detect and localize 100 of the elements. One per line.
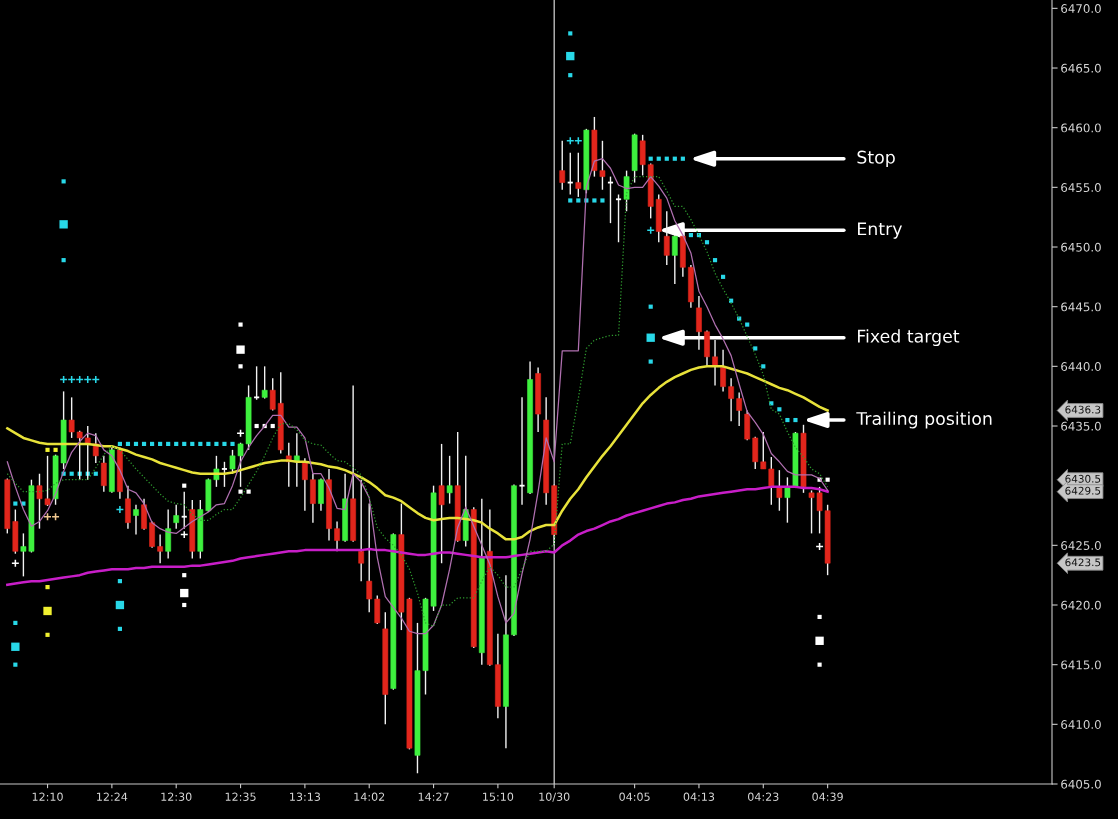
- candlestick: [784, 476, 791, 524]
- y-tick-label: 6450.0: [1061, 242, 1101, 252]
- point: [125, 441, 131, 446]
- candlestick: [518, 396, 526, 506]
- candlestick: [559, 140, 566, 191]
- point: [133, 441, 139, 446]
- point: [238, 489, 243, 494]
- candlestick: [728, 377, 734, 422]
- x-tick-label: 04:23: [748, 792, 779, 801]
- point: [246, 489, 251, 494]
- candlestick: [358, 479, 365, 582]
- candlestick: [141, 498, 147, 531]
- candlestick: [575, 152, 582, 198]
- point: [656, 156, 661, 161]
- point: [761, 364, 766, 369]
- point: [817, 614, 822, 620]
- point: [222, 441, 227, 446]
- point: [568, 31, 573, 36]
- point: [115, 600, 125, 610]
- point: [180, 530, 189, 539]
- candlestick: [752, 436, 759, 470]
- point: [785, 417, 790, 423]
- candlestick: [157, 533, 163, 564]
- y-tick-label: 6415.0: [1061, 660, 1101, 670]
- text: 6430.5: [1065, 474, 1101, 483]
- point: [646, 333, 655, 342]
- y-tick-label: 6465.0: [1061, 63, 1101, 73]
- point: [13, 662, 18, 667]
- point: [158, 441, 163, 446]
- candlestick: [253, 365, 261, 401]
- point: [59, 220, 68, 229]
- point: [149, 441, 155, 446]
- point: [238, 322, 243, 327]
- candlestick: [165, 508, 172, 560]
- candlestick: [149, 520, 155, 549]
- y-tick-label: 6405.0: [1061, 779, 1101, 789]
- point: [236, 428, 245, 438]
- candlestick: [776, 469, 783, 512]
- x-tick-label: 15:10: [483, 792, 514, 801]
- point: [568, 73, 573, 78]
- point: [745, 322, 750, 327]
- candlestick: [446, 455, 453, 505]
- candlestick: [100, 455, 107, 493]
- x-tick-label: 14:27: [418, 792, 449, 801]
- point: [180, 588, 189, 598]
- point: [568, 198, 573, 203]
- point: [704, 240, 710, 245]
- point: [190, 441, 195, 446]
- x-tick-label: 04:05: [619, 792, 650, 801]
- point: [793, 417, 798, 423]
- point: [236, 345, 245, 354]
- x-tick-label: 12:24: [97, 792, 128, 801]
- point: [45, 585, 50, 590]
- candlestick: [736, 391, 743, 427]
- point: [254, 423, 259, 429]
- point: [777, 407, 782, 412]
- point: [688, 233, 693, 238]
- x-tick-label: 04:39: [812, 792, 843, 801]
- candlestick: [220, 461, 228, 488]
- point: [13, 620, 18, 625]
- y-tick-label: 6410.0: [1061, 720, 1101, 729]
- candlestick: [173, 504, 180, 530]
- point: [93, 471, 98, 476]
- point: [45, 447, 50, 452]
- y-tick-label: 6435.0: [1061, 421, 1101, 431]
- point: [174, 441, 179, 446]
- candlestick: [720, 348, 726, 393]
- point: [115, 505, 125, 514]
- point: [117, 579, 122, 584]
- candlestick: [663, 210, 670, 266]
- y-tick-label: 6460.0: [1061, 123, 1101, 133]
- point: [576, 198, 581, 203]
- candlestick: [712, 339, 718, 387]
- point: [182, 602, 187, 608]
- x-tick-label: 12:35: [225, 792, 256, 801]
- y-tick-label: 6470.0: [1061, 4, 1101, 14]
- text: Trailing position: [856, 411, 992, 429]
- y-tick-label: 6445.0: [1061, 302, 1101, 312]
- candlestick: [310, 473, 316, 524]
- point: [11, 642, 20, 651]
- point: [230, 441, 235, 446]
- y-tick-label: 6440.0: [1061, 362, 1101, 371]
- point: [664, 156, 669, 161]
- x-tick-label: 14:02: [354, 792, 385, 801]
- point: [753, 346, 758, 351]
- point: [53, 447, 58, 452]
- candlestick: [269, 377, 276, 412]
- point: [61, 179, 66, 184]
- text: 6429.5: [1065, 486, 1101, 495]
- point: [592, 198, 597, 203]
- y-tick-label: 6455.0: [1061, 183, 1101, 192]
- candlestick: [696, 295, 702, 351]
- point: [45, 632, 50, 637]
- point: [648, 156, 653, 161]
- text: Fixed target: [858, 329, 960, 347]
- point: [198, 441, 203, 446]
- candlestick: [133, 504, 139, 536]
- candlestick: [671, 234, 678, 285]
- point: [141, 441, 147, 446]
- point: [206, 441, 211, 446]
